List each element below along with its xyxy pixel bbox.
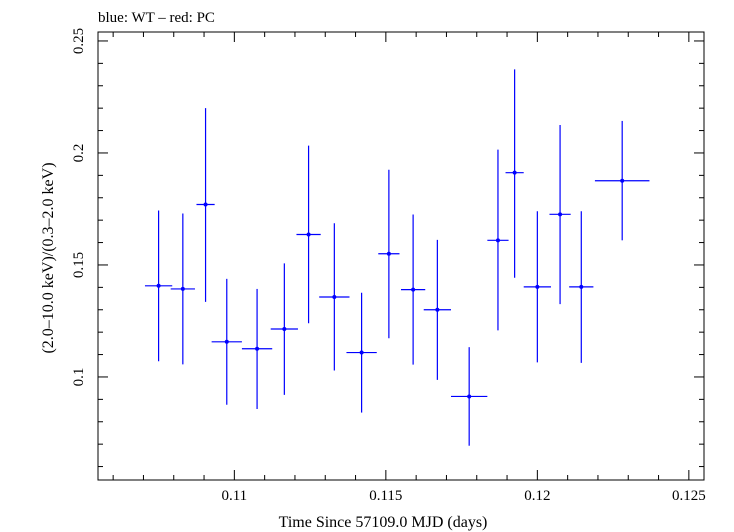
point-marker: [203, 202, 208, 207]
x-axis-label: Time Since 57109.0 MJD (days): [279, 514, 488, 531]
axis-tick-labels: 0.11 0.115 0.12 0.125 0.1 0.15 0.2 0.25: [71, 28, 706, 504]
plot-border: [97, 31, 705, 481]
data-point: [594, 120, 650, 241]
data-point: [211, 278, 242, 405]
point-marker: [512, 170, 517, 175]
data-point: [401, 214, 426, 365]
data-point: [319, 223, 350, 371]
point-marker: [579, 284, 584, 289]
data-point: [296, 145, 321, 324]
data-points: [144, 69, 650, 446]
point-marker: [180, 286, 185, 291]
point-marker: [282, 327, 287, 332]
point-marker: [359, 350, 364, 355]
axis-ticks: [98, 32, 704, 480]
chart-title: blue: WT – red: PC: [98, 10, 215, 26]
data-point: [270, 263, 298, 395]
y-tick-label: 0.25: [71, 28, 87, 54]
point-marker: [467, 394, 472, 399]
data-point: [346, 292, 377, 413]
data-point: [196, 108, 215, 302]
data-point: [144, 210, 173, 362]
data-point: [505, 69, 524, 278]
x-tick-label: 0.115: [369, 488, 402, 504]
y-tick-label: 0.1: [71, 368, 87, 387]
x-tick-label: 0.12: [524, 488, 550, 504]
data-point: [549, 124, 571, 305]
point-marker: [332, 294, 337, 299]
x-tick-label: 0.11: [221, 488, 247, 504]
point-marker: [411, 287, 416, 292]
point-marker: [386, 251, 391, 256]
data-point: [423, 239, 451, 380]
plot-frame: [97, 31, 705, 481]
data-point: [378, 169, 400, 339]
point-marker: [435, 307, 440, 312]
point-marker: [558, 212, 563, 217]
data-point: [487, 149, 509, 331]
point-marker: [306, 232, 311, 237]
point-marker: [495, 238, 500, 243]
data-point: [569, 211, 594, 363]
y-tick-label: 0.15: [71, 252, 87, 278]
point-marker: [156, 283, 161, 288]
data-point: [450, 347, 488, 446]
data-point: [170, 213, 195, 365]
point-marker: [224, 339, 229, 344]
y-axis-label: (2.0–10.0 keV)/(0.3–2.0 keV): [40, 162, 57, 353]
y-tick-label: 0.2: [71, 144, 87, 163]
data-point: [241, 288, 273, 409]
point-marker: [255, 346, 260, 351]
data-point: [523, 211, 551, 363]
point-marker: [620, 178, 625, 183]
point-marker: [535, 284, 540, 289]
x-tick-label: 0.125: [672, 488, 706, 504]
